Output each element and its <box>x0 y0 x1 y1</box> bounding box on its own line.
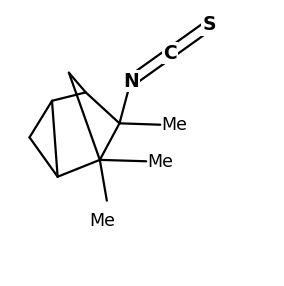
Text: S: S <box>203 15 216 34</box>
Text: Me: Me <box>162 116 188 134</box>
Text: N: N <box>123 72 139 91</box>
Text: Me: Me <box>90 212 116 230</box>
Text: Me: Me <box>148 153 174 171</box>
Text: C: C <box>163 43 177 63</box>
